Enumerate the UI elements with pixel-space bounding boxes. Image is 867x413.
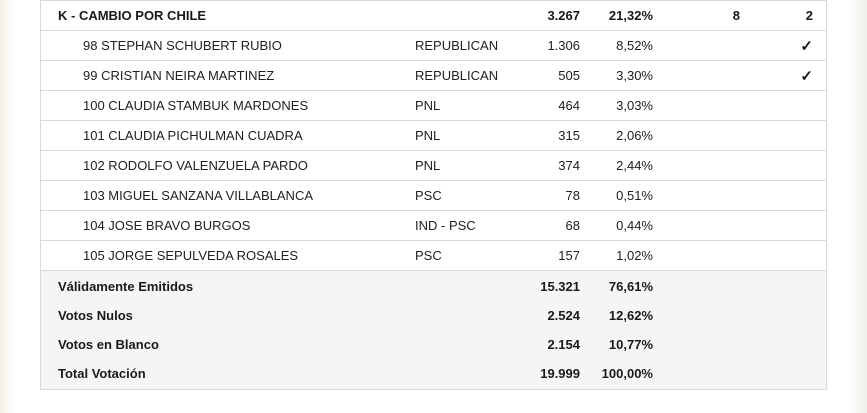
- summary-percent: 10,77%: [608, 337, 653, 352]
- candidate-row: 103 MIGUEL SANZANA VILLABLANCA PSC 78 0,…: [41, 181, 826, 211]
- candidate-votes: 157: [558, 248, 580, 263]
- candidate-party: REPUBLICAN: [415, 38, 499, 53]
- candidate-name: 102 RODOLFO VALENZUELA PARDO: [83, 158, 308, 173]
- summary-block: Válidamente Emitidos 15.321 76,61% Votos…: [41, 271, 826, 390]
- candidate-row: 100 CLAUDIA STAMBUK MARDONES PNL 464 3,0…: [41, 91, 826, 121]
- summary-row-blank-votes: Votos en Blanco 2.154 10,77%: [41, 330, 826, 359]
- candidate-percent: 2,44%: [616, 158, 653, 173]
- election-results-table: K - CAMBIO POR CHILE 3.267 21,32% 8 2 98…: [40, 0, 827, 390]
- candidate-row: 102 RODOLFO VALENZUELA PARDO PNL 374 2,4…: [41, 151, 826, 181]
- summary-label: Votos en Blanco: [58, 337, 159, 352]
- summary-row-validly-cast: Válidamente Emitidos 15.321 76,61%: [41, 272, 826, 301]
- candidate-name: 104 JOSE BRAVO BURGOS: [83, 218, 251, 233]
- elected-check-icon: ✓: [800, 37, 813, 55]
- candidate-name: 103 MIGUEL SANZANA VILLABLANCA: [83, 188, 314, 203]
- candidate-votes: 315: [558, 128, 580, 143]
- candidate-percent: 3,30%: [616, 68, 653, 83]
- candidate-votes: 505: [558, 68, 580, 83]
- pact-name: K - CAMBIO POR CHILE: [58, 8, 207, 23]
- summary-percent: 100,00%: [601, 366, 653, 381]
- candidate-name: 101 CLAUDIA PICHULMAN CUADRA: [83, 128, 303, 143]
- candidate-row: 98 STEPHAN SCHUBERT RUBIO REPUBLICAN 1.3…: [41, 31, 826, 61]
- summary-label: Válidamente Emitidos: [58, 279, 194, 294]
- candidate-row: 99 CRISTIAN NEIRA MARTINEZ REPUBLICAN 50…: [41, 61, 826, 91]
- summary-percent: 76,61%: [608, 279, 653, 294]
- summary-label: Votos Nulos: [58, 308, 133, 323]
- page-right-edge: [847, 0, 867, 413]
- pact-votes: 3.267: [547, 8, 580, 23]
- candidate-percent: 8,52%: [616, 38, 653, 53]
- summary-row-total-votes: Total Votación 19.999 100,00%: [41, 359, 826, 388]
- pact-header-row[interactable]: K - CAMBIO POR CHILE 3.267 21,32% 8 2: [41, 1, 826, 31]
- candidate-party: PNL: [415, 128, 441, 143]
- candidate-votes: 68: [565, 218, 580, 233]
- candidate-votes: 374: [558, 158, 580, 173]
- pact-elected-count: 2: [805, 8, 813, 23]
- candidate-votes: 464: [558, 98, 580, 113]
- candidate-percent: 0,51%: [616, 188, 653, 203]
- pact-percent: 21,32%: [608, 8, 653, 23]
- summary-votes: 19.999: [540, 366, 580, 381]
- elected-check-icon: ✓: [800, 67, 813, 85]
- candidate-votes: 1.306: [547, 38, 580, 53]
- candidate-party: IND - PSC: [415, 218, 476, 233]
- candidate-percent: 0,44%: [616, 218, 653, 233]
- candidate-party: PSC: [415, 248, 442, 263]
- candidate-percent: 2,06%: [616, 128, 653, 143]
- candidate-name: 100 CLAUDIA STAMBUK MARDONES: [83, 98, 309, 113]
- summary-votes: 2.524: [547, 308, 580, 323]
- summary-row-null-votes: Votos Nulos 2.524 12,62%: [41, 301, 826, 330]
- candidate-row: 104 JOSE BRAVO BURGOS IND - PSC 68 0,44%: [41, 211, 826, 241]
- candidate-party: PSC: [415, 188, 442, 203]
- summary-percent: 12,62%: [608, 308, 653, 323]
- page-left-edge: [0, 0, 14, 413]
- candidate-row: 101 CLAUDIA PICHULMAN CUADRA PNL 315 2,0…: [41, 121, 826, 151]
- candidate-row: 105 JORGE SEPULVEDA ROSALES PSC 157 1,02…: [41, 241, 826, 271]
- candidate-votes: 78: [565, 188, 580, 203]
- candidate-party: PNL: [415, 98, 441, 113]
- candidate-percent: 3,03%: [616, 98, 653, 113]
- summary-votes: 15.321: [540, 279, 580, 294]
- summary-label: Total Votación: [58, 366, 146, 381]
- candidate-name: 105 JORGE SEPULVEDA ROSALES: [83, 248, 299, 263]
- pact-candidates-count: 8: [732, 8, 740, 23]
- candidate-party: PNL: [415, 158, 441, 173]
- candidate-percent: 1,02%: [616, 248, 653, 263]
- candidate-party: REPUBLICAN: [415, 68, 499, 83]
- candidate-name: 99 CRISTIAN NEIRA MARTINEZ: [83, 68, 275, 83]
- candidate-name: 98 STEPHAN SCHUBERT RUBIO: [83, 38, 282, 53]
- summary-votes: 2.154: [547, 337, 580, 352]
